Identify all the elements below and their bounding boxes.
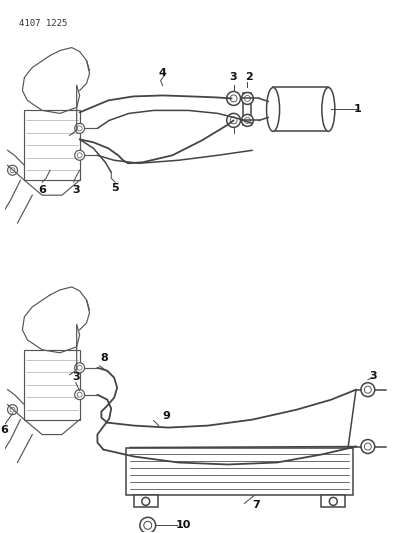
Circle shape (230, 95, 237, 102)
Text: 2: 2 (246, 72, 253, 83)
Circle shape (8, 405, 18, 415)
Text: 5: 5 (111, 183, 119, 193)
Text: 9: 9 (162, 410, 171, 421)
Circle shape (144, 521, 152, 529)
Circle shape (364, 386, 371, 393)
Circle shape (364, 443, 371, 450)
Circle shape (77, 392, 82, 397)
Text: 3: 3 (369, 371, 377, 381)
Bar (24, 350, 80, 419)
Circle shape (244, 95, 251, 101)
Circle shape (227, 114, 240, 127)
Circle shape (230, 117, 237, 124)
Bar (273, 87, 328, 131)
Circle shape (77, 153, 82, 158)
Circle shape (244, 117, 251, 123)
Text: 3: 3 (72, 372, 80, 382)
Circle shape (329, 497, 337, 505)
Bar (322, 495, 345, 507)
Text: 3: 3 (72, 185, 80, 195)
Text: 7: 7 (253, 500, 260, 511)
Bar (24, 110, 80, 180)
Text: 3: 3 (230, 72, 237, 83)
Circle shape (142, 497, 150, 505)
Circle shape (227, 92, 240, 106)
Text: 4: 4 (159, 68, 166, 77)
Circle shape (75, 363, 84, 373)
Text: 10: 10 (175, 520, 191, 530)
Circle shape (140, 518, 155, 533)
Text: 1: 1 (354, 104, 362, 115)
Circle shape (75, 150, 84, 160)
Circle shape (77, 365, 82, 370)
Circle shape (10, 168, 15, 173)
Ellipse shape (322, 87, 335, 131)
Text: 6: 6 (38, 185, 46, 195)
Ellipse shape (266, 87, 279, 131)
Bar (134, 495, 157, 507)
Circle shape (242, 115, 253, 126)
Circle shape (361, 383, 375, 397)
Circle shape (75, 390, 84, 400)
Circle shape (77, 126, 82, 131)
Circle shape (75, 123, 84, 133)
Circle shape (8, 165, 18, 175)
Bar (126, 448, 353, 495)
Bar (244, 93, 251, 125)
Text: 8: 8 (100, 353, 108, 363)
Circle shape (10, 407, 15, 412)
Circle shape (242, 92, 253, 104)
Text: 6: 6 (1, 425, 9, 434)
Circle shape (361, 440, 375, 454)
Text: 4107 1225: 4107 1225 (20, 19, 68, 28)
